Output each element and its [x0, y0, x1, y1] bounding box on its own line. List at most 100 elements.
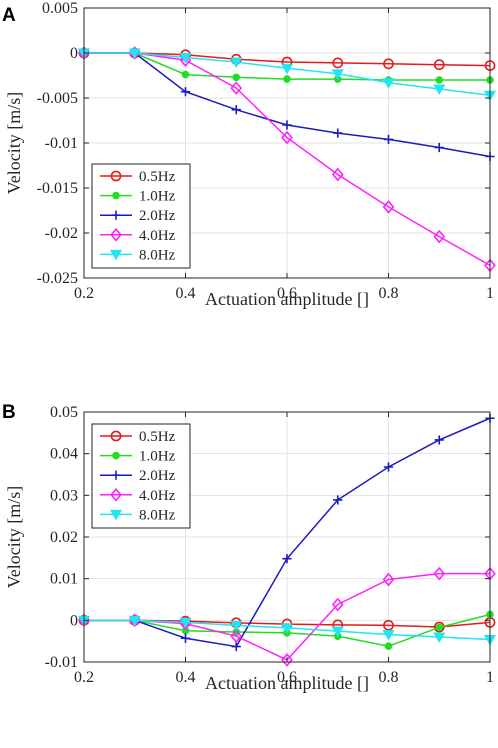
- data-point-2.0Hz: [180, 87, 191, 97]
- y-tick-label: -0.02: [45, 225, 78, 242]
- data-point-2.0Hz: [383, 462, 394, 472]
- legend-label: 8.0Hz: [139, 507, 176, 523]
- y-tick-label: 0.05: [50, 404, 78, 421]
- data-point-8.0Hz: [230, 620, 243, 632]
- x-axis-label: Actuation amplitude []: [205, 673, 369, 693]
- data-point-4.0Hz: [331, 597, 344, 612]
- data-point-4.0Hz: [281, 653, 293, 667]
- data-point-2.0Hz: [282, 120, 292, 130]
- legend-label: 8.0Hz: [139, 247, 176, 263]
- data-point-0.5Hz: [433, 59, 445, 71]
- series-line-0.5Hz: [84, 52, 491, 67]
- data-point-8.0Hz: [280, 63, 294, 75]
- y-tick-label: 0.02: [50, 529, 78, 546]
- legend-marker-0.5Hz: [110, 170, 122, 182]
- data-point-1.0Hz: [232, 73, 241, 82]
- legend-box: [91, 163, 191, 269]
- data-point-8.0Hz: [433, 84, 446, 95]
- x-tick-label: 1: [486, 669, 494, 686]
- data-point-8.0Hz: [382, 630, 395, 641]
- legend-label: 0.5Hz: [139, 169, 176, 185]
- data-point-8.0Hz: [331, 626, 344, 638]
- y-tick-label: 0.03: [50, 487, 78, 504]
- panel-letter-a: A: [2, 5, 16, 26]
- data-point-8.0Hz: [128, 615, 141, 627]
- data-point-1.0Hz: [435, 623, 444, 632]
- data-point-8.0Hz: [179, 53, 192, 64]
- y-tick-label: -0.01: [45, 135, 78, 152]
- panel-b: 0.2 0.4 0.6 0.8 1 0.05 0.04 0.03 0.02 0.01 0 -0.01 A…: [4, 404, 497, 693]
- x-tick-label: 0.4: [176, 669, 196, 686]
- y-tick-label: -0.025: [37, 270, 78, 287]
- y-tick-label: -0.015: [37, 180, 78, 197]
- legend-marker-1.0Hz: [112, 191, 120, 200]
- data-point-8.0Hz: [230, 57, 243, 68]
- data-point-1.0Hz: [435, 76, 444, 84]
- data-point-4.0Hz: [230, 81, 243, 95]
- data-point-4.0Hz: [433, 566, 446, 581]
- y-axis-label: Velocity [m/s]: [4, 92, 24, 194]
- data-point-1.0Hz: [181, 70, 190, 79]
- legend-label: 1.0Hz: [139, 189, 176, 205]
- x-axis-label: Actuation amplitude []: [205, 289, 369, 309]
- panel-a: 0.2 0.4 0.6 0.8 1 0.005 0 -0.005 -0.01 -0.015 -0.0…: [4, 0, 497, 309]
- legend-marker-0.5Hz: [110, 430, 122, 442]
- x-tick-label: 0.6: [277, 669, 297, 686]
- series-line-4.0Hz: [84, 52, 491, 267]
- legend-label: 2.0Hz: [139, 468, 176, 484]
- x-tick-label: 0.2: [74, 285, 94, 302]
- data-point-4.0Hz: [281, 130, 293, 145]
- data-point-4.0Hz: [382, 572, 395, 587]
- data-point-2.0Hz: [333, 495, 343, 505]
- legend-label: 4.0Hz: [139, 488, 176, 504]
- data-point-4.0Hz: [230, 629, 243, 643]
- x-tick-label: 0.8: [379, 669, 399, 686]
- panel-letter-b: B: [2, 402, 16, 423]
- data-point-8.0Hz: [382, 78, 395, 89]
- data-point-2.0Hz: [231, 105, 241, 115]
- legend-marker-4.0Hz: [110, 487, 122, 502]
- legend-marker-4.0Hz: [110, 227, 122, 242]
- legend-label: 4.0Hz: [139, 228, 176, 244]
- data-point-8.0Hz: [280, 623, 294, 634]
- data-point-2.0Hz: [282, 554, 292, 564]
- data-point-2.0Hz: [180, 633, 191, 643]
- legend-marker-2.0Hz: [111, 210, 121, 220]
- data-point-0.5Hz: [383, 619, 394, 631]
- data-point-8.0Hz: [433, 632, 446, 643]
- y-tick-label: 0.005: [42, 0, 78, 17]
- x-tick-label: 0.6: [277, 285, 297, 302]
- y-tick-label: 0: [70, 45, 78, 62]
- legend-marker-1.0Hz: [112, 451, 120, 460]
- legend-marker-2.0Hz: [111, 470, 121, 480]
- y-tick-label: -0.005: [37, 90, 78, 107]
- x-tick-label: 0.2: [74, 669, 94, 686]
- data-point-8.0Hz: [331, 69, 344, 80]
- data-point-2.0Hz: [434, 142, 444, 153]
- data-point-2.0Hz: [383, 134, 394, 144]
- legend-label: 2.0Hz: [139, 208, 176, 224]
- data-point-0.5Hz: [332, 57, 344, 69]
- legend-marker-8.0Hz: [109, 249, 123, 261]
- y-tick-label: 0.04: [50, 446, 78, 463]
- data-point-4.0Hz: [382, 200, 395, 214]
- legend-label: 1.0Hz: [139, 449, 176, 465]
- data-point-2.0Hz: [231, 641, 241, 652]
- data-point-2.0Hz: [333, 128, 343, 138]
- data-point-1.0Hz: [384, 642, 393, 650]
- legend-box: [91, 423, 191, 529]
- data-point-4.0Hz: [433, 229, 446, 244]
- data-point-8.0Hz: [179, 617, 192, 629]
- y-tick-label: 0: [70, 612, 78, 629]
- y-tick-label: 0.01: [50, 571, 78, 588]
- legend-label: 0.5Hz: [139, 429, 176, 445]
- y-axis-label: Velocity [m/s]: [4, 486, 24, 588]
- y-tick-label: -0.01: [45, 654, 78, 671]
- data-point-1.0Hz: [283, 75, 291, 83]
- data-point-8.0Hz: [128, 48, 141, 59]
- x-tick-label: 1: [486, 285, 494, 302]
- data-point-0.5Hz: [383, 58, 394, 70]
- legend-marker-8.0Hz: [109, 509, 123, 521]
- x-tick-label: 0.4: [176, 285, 196, 302]
